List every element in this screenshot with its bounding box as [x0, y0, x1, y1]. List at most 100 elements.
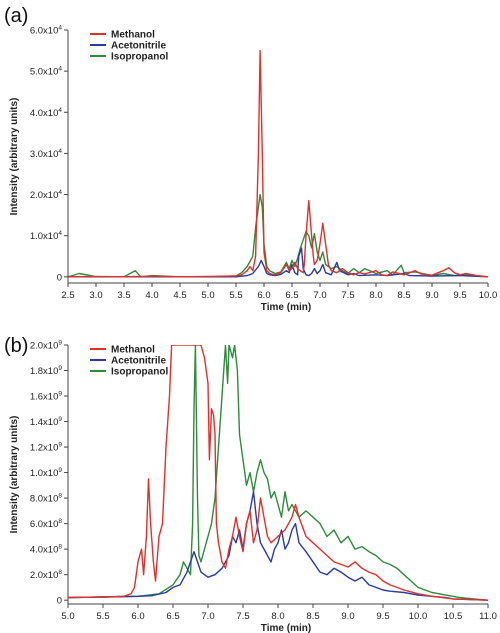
- y-tick-label: 2.0x108: [30, 569, 63, 581]
- x-tick-label: 5.5: [229, 290, 242, 301]
- panel-label: (a): [4, 5, 28, 27]
- y-tick-mantissa: 2.0x10: [30, 341, 59, 352]
- legend-label: Acetonitrile: [111, 41, 166, 52]
- y-tick-exponent: 8: [58, 493, 62, 500]
- y-tick-exponent: 8: [58, 569, 62, 576]
- y-tick-exponent: 9: [58, 365, 62, 372]
- y-tick-label: 1.8x109: [30, 365, 63, 377]
- y-tick-exponent: 8: [58, 544, 62, 551]
- x-tick-label: 5.0: [61, 611, 74, 622]
- panel-a: (a) 2.5 3.0 3.5 4.0 4.5 5.0 5.5 6.0 6.5 7.0 7.5 8.0 8…: [4, 5, 497, 313]
- y-tick-label: 0: [57, 272, 62, 283]
- y-tick-mantissa: 0: [57, 596, 62, 607]
- y-tick-mantissa: 6.0x10: [30, 26, 59, 37]
- y-axis-title: Intensity (arbitrary units): [9, 98, 20, 216]
- y-tick-label: 1.4x109: [30, 416, 63, 428]
- x-tick-label: 8.0: [271, 611, 284, 622]
- series-line-isopropanol: [68, 345, 488, 601]
- x-tick-label: 3.0: [89, 290, 102, 301]
- panel-label: (b): [4, 335, 28, 357]
- x-tick-label: 7.0: [313, 290, 326, 301]
- x-tick-label: 9.0: [425, 290, 438, 301]
- x-tick-label: 10.0: [409, 611, 428, 622]
- y-tick-exponent: 4: [58, 230, 62, 237]
- x-tick-label: 10.5: [444, 611, 463, 622]
- y-tick-mantissa: 3.0x10: [30, 149, 59, 160]
- x-tick-label: 2.5: [61, 290, 74, 301]
- plot-area: [68, 49, 488, 278]
- y-tick-label: 1.2x109: [30, 442, 63, 454]
- x-tick-label: 7.0: [201, 611, 214, 622]
- x-tick-label: 9.0: [341, 611, 354, 622]
- x-tick-label: 5.5: [96, 611, 109, 622]
- series-line-isopropanol: [68, 193, 488, 278]
- y-tick-mantissa: 4.0x10: [30, 545, 59, 556]
- y-tick-exponent: 4: [58, 25, 62, 32]
- y-tick-label: 6.0x104: [30, 25, 63, 37]
- legend-label: Isopropanol: [111, 367, 168, 378]
- y-axis-title: Intensity (arbitrary units): [9, 416, 20, 534]
- x-tick-label: 11.0: [479, 611, 497, 622]
- y-tick-exponent: 9: [58, 416, 62, 423]
- y-tick-exponent: 8: [58, 518, 62, 525]
- y-tick-mantissa: 2.0x10: [30, 570, 59, 581]
- x-axis-title: Time (min): [261, 302, 311, 313]
- x-tick-label: 7.5: [341, 290, 354, 301]
- x-tick-label: 9.5: [453, 290, 466, 301]
- y-tick-mantissa: 1.2x10: [30, 443, 59, 454]
- y-tick-label: 2.0x104: [30, 189, 63, 201]
- y-tick-label: 6.0x108: [30, 518, 63, 530]
- y-tick-mantissa: 1.0x10: [30, 231, 59, 242]
- x-tick-label: 6.5: [285, 290, 298, 301]
- y-tick-label: 4.0x108: [30, 544, 63, 556]
- x-tick-label: 8.0: [369, 290, 382, 301]
- y-tick-label: 2.0x109: [30, 340, 63, 352]
- y-tick-exponent: 4: [58, 148, 62, 155]
- series-line-acetonitrile: [68, 491, 488, 601]
- x-tick-label: 6.0: [131, 611, 144, 622]
- y-tick-label: 1.6x109: [30, 391, 63, 403]
- panel-b: (b) 5.0 5.5 6.0 6.5 7.0 7.5 8.0 8.5 9.0 9.5 10.0 10.…: [4, 335, 497, 633]
- plot-area: [68, 345, 488, 601]
- x-tick-label: 6.0: [257, 290, 270, 301]
- y-tick-mantissa: 5.0x10: [30, 67, 59, 78]
- y-tick-exponent: 9: [58, 391, 62, 398]
- y-tick-label: 5.0x104: [30, 66, 63, 78]
- x-tick-label: 8.5: [306, 611, 319, 622]
- y-tick-label: 1.0x104: [30, 230, 63, 242]
- y-tick-mantissa: 1.4x10: [30, 417, 59, 428]
- series-line-methanol: [68, 345, 488, 601]
- y-tick-label: 3.0x104: [30, 148, 63, 160]
- y-tick-mantissa: 8.0x10: [30, 494, 59, 505]
- legend-label: Isopropanol: [111, 52, 168, 63]
- x-tick-label: 10.0: [479, 290, 498, 301]
- x-tick-label: 4.5: [173, 290, 186, 301]
- y-tick-mantissa: 1.8x10: [30, 366, 59, 377]
- legend-label: Methanol: [111, 345, 155, 356]
- y-tick-mantissa: 4.0x10: [30, 108, 59, 119]
- y-tick-exponent: 4: [58, 66, 62, 73]
- x-tick-label: 6.5: [166, 611, 179, 622]
- y-tick-exponent: 4: [58, 107, 62, 114]
- y-tick-exponent: 9: [58, 467, 62, 474]
- x-tick-label: 4.0: [145, 290, 158, 301]
- y-tick-mantissa: 2.0x10: [30, 190, 59, 201]
- x-tick-label: 3.5: [117, 290, 130, 301]
- y-tick-exponent: 9: [58, 340, 62, 347]
- x-tick-label: 9.5: [376, 611, 389, 622]
- y-tick-mantissa: 1.6x10: [30, 392, 59, 403]
- x-axis-title: Time (min): [261, 623, 311, 633]
- y-tick-label: 0: [57, 596, 62, 607]
- y-tick-label: 4.0x104: [30, 107, 63, 119]
- y-tick-label: 1.0x109: [30, 467, 63, 479]
- x-tick-label: 7.5: [236, 611, 249, 622]
- y-tick-label: 8.0x108: [30, 493, 63, 505]
- legend-label: Acetonitrile: [111, 356, 166, 367]
- x-tick-label: 5.0: [201, 290, 214, 301]
- y-tick-mantissa: 0: [57, 272, 62, 283]
- y-tick-mantissa: 6.0x10: [30, 519, 59, 530]
- legend-label: Methanol: [111, 30, 155, 41]
